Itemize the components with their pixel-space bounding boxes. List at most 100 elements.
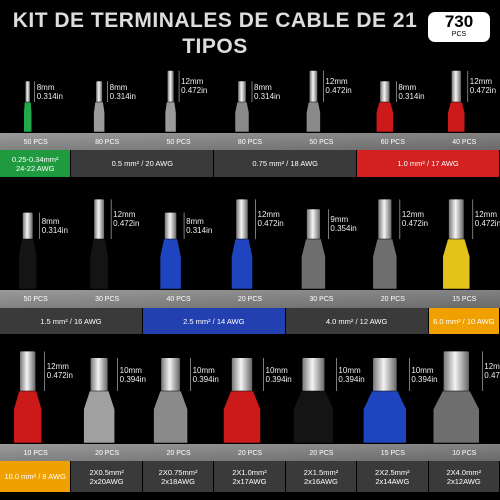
- size-text: 0.472in: [325, 86, 352, 96]
- size-label: 10mm 0.394in: [338, 366, 364, 384]
- size-text: 10mm: [338, 365, 361, 375]
- group-label: 2X1.5mm²: [303, 467, 339, 477]
- terminal-tube: [380, 81, 390, 106]
- terminal-sleeve: [372, 238, 398, 290]
- count-label: 40 PCS: [452, 139, 477, 146]
- group-label: 2x20AWG: [89, 476, 124, 486]
- title-line: TIPOS: [182, 35, 248, 58]
- group-band: 1.5 mm² / 16 AWG: [0, 308, 142, 334]
- terminal-tube: [443, 351, 469, 395]
- size-text: 12mm: [181, 77, 204, 87]
- size-label: 8mm 0.314in: [42, 217, 68, 235]
- terminal-tube: [94, 199, 105, 243]
- count-label: 60 PCS: [380, 139, 405, 146]
- size-text: 12mm: [484, 362, 500, 372]
- size-label: 8mm 0.314in: [254, 83, 280, 101]
- terminal-sleeve: [223, 390, 261, 444]
- group-label: 2x12AWG: [446, 476, 481, 486]
- size-text: 8mm: [36, 82, 55, 92]
- size-label: 10mm 0.394in: [193, 366, 219, 384]
- group-band: 6.0 mm² / 10 AWG: [428, 308, 499, 334]
- count-label: 20 PCS: [237, 450, 263, 457]
- size-text: 9mm: [330, 215, 349, 225]
- group-label: 2X2.5mm²: [375, 467, 410, 477]
- group-label: 6.0 mm² / 10 AWG: [433, 316, 495, 326]
- badge-number: 730: [444, 12, 474, 31]
- count-label: 10 PCS: [452, 450, 477, 457]
- terminal-sleeve: [93, 101, 105, 133]
- size-text: 0.472in: [46, 371, 73, 381]
- terminal-tube: [164, 212, 177, 243]
- size-text: 0.314in: [109, 91, 136, 101]
- terminal-sleeve: [447, 101, 466, 133]
- count-label: 20 PCS: [309, 450, 334, 457]
- group-label: 0.25-0.34mm²: [11, 154, 59, 164]
- terminal-sleeve: [164, 101, 177, 133]
- group-label: 2.5 mm² / 14 AWG: [183, 316, 245, 326]
- size-text: 0.314in: [398, 91, 425, 101]
- terminal-tube: [373, 358, 397, 395]
- count-label: 15 PCS: [380, 450, 405, 457]
- terminal-sleeve: [306, 101, 321, 133]
- group-label: 2X0.5mm²: [89, 467, 124, 477]
- size-text: 0.394in: [119, 374, 146, 384]
- terminal-sleeve: [433, 390, 480, 444]
- count-label: 40 PCS: [166, 296, 191, 303]
- size-text: 8mm: [254, 82, 272, 92]
- group-label: 0.75 mm² / 18 AWG: [252, 159, 318, 168]
- count-label: 30 PCS: [95, 296, 120, 303]
- terminal-sleeve: [159, 238, 182, 290]
- size-text: 0.394in: [265, 374, 292, 384]
- terminal-sleeve: [89, 238, 109, 290]
- count-label: 20 PCS: [380, 296, 405, 303]
- group-label: 2x14AWG: [375, 476, 410, 486]
- size-text: 10mm: [119, 365, 142, 375]
- group-band: 2X1.0mm² 2x17AWG: [214, 461, 285, 492]
- size-text: 0.354in: [330, 224, 357, 234]
- terminal-tube: [378, 199, 392, 243]
- group-band: 2X4.0mm² 2x12AWG: [428, 461, 499, 492]
- terminal-tube: [302, 358, 325, 395]
- shelf: [0, 444, 500, 461]
- title-line: KIT DE TERMINALES DE CABLE DE 21: [12, 9, 418, 32]
- size-label: 8mm 0.314in: [398, 83, 424, 101]
- terminal-tube: [96, 81, 103, 106]
- count-label: 50 PCS: [23, 296, 48, 303]
- size-text: 0.394in: [338, 374, 365, 384]
- group-band: 2X0.75mm² 2x18AWG: [142, 461, 214, 492]
- count-label: 15 PCS: [452, 296, 477, 303]
- group-label: 2X4.0mm²: [446, 467, 482, 477]
- size-text: 0.472in: [181, 86, 208, 96]
- size-text: 0.314in: [186, 225, 213, 235]
- group-label: 24-22 AWG: [15, 163, 55, 173]
- terminal-sleeve: [293, 390, 334, 444]
- size-text: 8mm: [398, 82, 417, 92]
- terminal-tube: [22, 212, 33, 243]
- title: KIT DE TERMINALES DE CABLE DE 21 TIPOS: [10, 8, 420, 60]
- terminal-tube: [90, 358, 108, 395]
- shelf: [0, 290, 500, 308]
- size-text: 12mm: [325, 77, 348, 87]
- group-band: 0.75 mm² / 18 AWG: [214, 150, 357, 177]
- count-label: 10 PCS: [23, 450, 48, 457]
- size-text: 0.394in: [411, 374, 438, 384]
- terminal-tube: [238, 81, 246, 106]
- terminal-sleeve: [18, 238, 37, 290]
- group-band: 2.5 mm² / 14 AWG: [142, 308, 285, 334]
- group-band: 2X2.5mm² 2x14AWG: [357, 461, 428, 492]
- size-label: 10mm 0.394in: [120, 366, 146, 384]
- size-text: 0.472in: [113, 219, 140, 229]
- count-label: 80 PCS: [95, 139, 120, 146]
- size-text: 0.314in: [41, 225, 68, 235]
- count-label: 20 PCS: [95, 450, 120, 457]
- group-label: 2x17AWG: [232, 476, 267, 486]
- badge: 730 PCS: [428, 12, 490, 42]
- count-label: 20 PCS: [166, 450, 191, 457]
- size-text: 0.472in: [484, 371, 500, 381]
